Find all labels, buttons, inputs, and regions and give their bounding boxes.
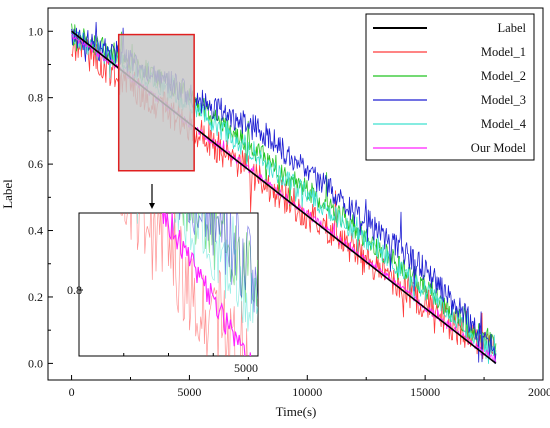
y-tick-label: 0.4 [28, 224, 43, 238]
inset-series-line-our-model [162, 213, 252, 356]
inset-x-tick-label: 5000 [234, 361, 258, 375]
y-tick-label: 0.0 [28, 356, 43, 370]
y-tick-label: 0.6 [28, 157, 43, 171]
inset-series-line-model-4 [136, 213, 258, 332]
legend-label-our-model: Our Model [471, 141, 527, 155]
inset-series-group [120, 213, 258, 356]
legend-label-label: Label [498, 21, 527, 35]
inset-series-line-model-1 [120, 213, 248, 356]
y-axis-label: Label [0, 179, 15, 209]
x-tick-label: 0 [69, 385, 75, 399]
x-axis-label: Time(s) [276, 404, 317, 419]
x-tick-label: 15000 [410, 385, 440, 399]
y-tick-label: 1.0 [28, 24, 43, 38]
zoom-highlight-region [117, 33, 195, 172]
legend-box [365, 13, 535, 161]
legend-label-model-4: Model_4 [481, 117, 527, 131]
x-tick-label: 5000 [177, 385, 201, 399]
legend-label-model-1: Model_1 [481, 45, 526, 59]
legend: Label Model_1 Model_2 Model_3 Model_4 Our Mod… [365, 13, 535, 161]
legend-label-model-3: Model_3 [481, 93, 526, 107]
inset-series-line-model-3 [179, 213, 258, 313]
y-tick-label: 0.2 [28, 290, 43, 304]
legend-label-model-2: Model_2 [481, 69, 526, 83]
inset-zoom-panel: 5000 0.8 [67, 212, 259, 375]
x-tick-label: 10000 [292, 385, 322, 399]
y-tick-label: 0.8 [28, 91, 43, 105]
inset-axes-group: 5000 0.8 [67, 283, 259, 375]
inset-y-tick-label: 0.8 [67, 283, 82, 297]
